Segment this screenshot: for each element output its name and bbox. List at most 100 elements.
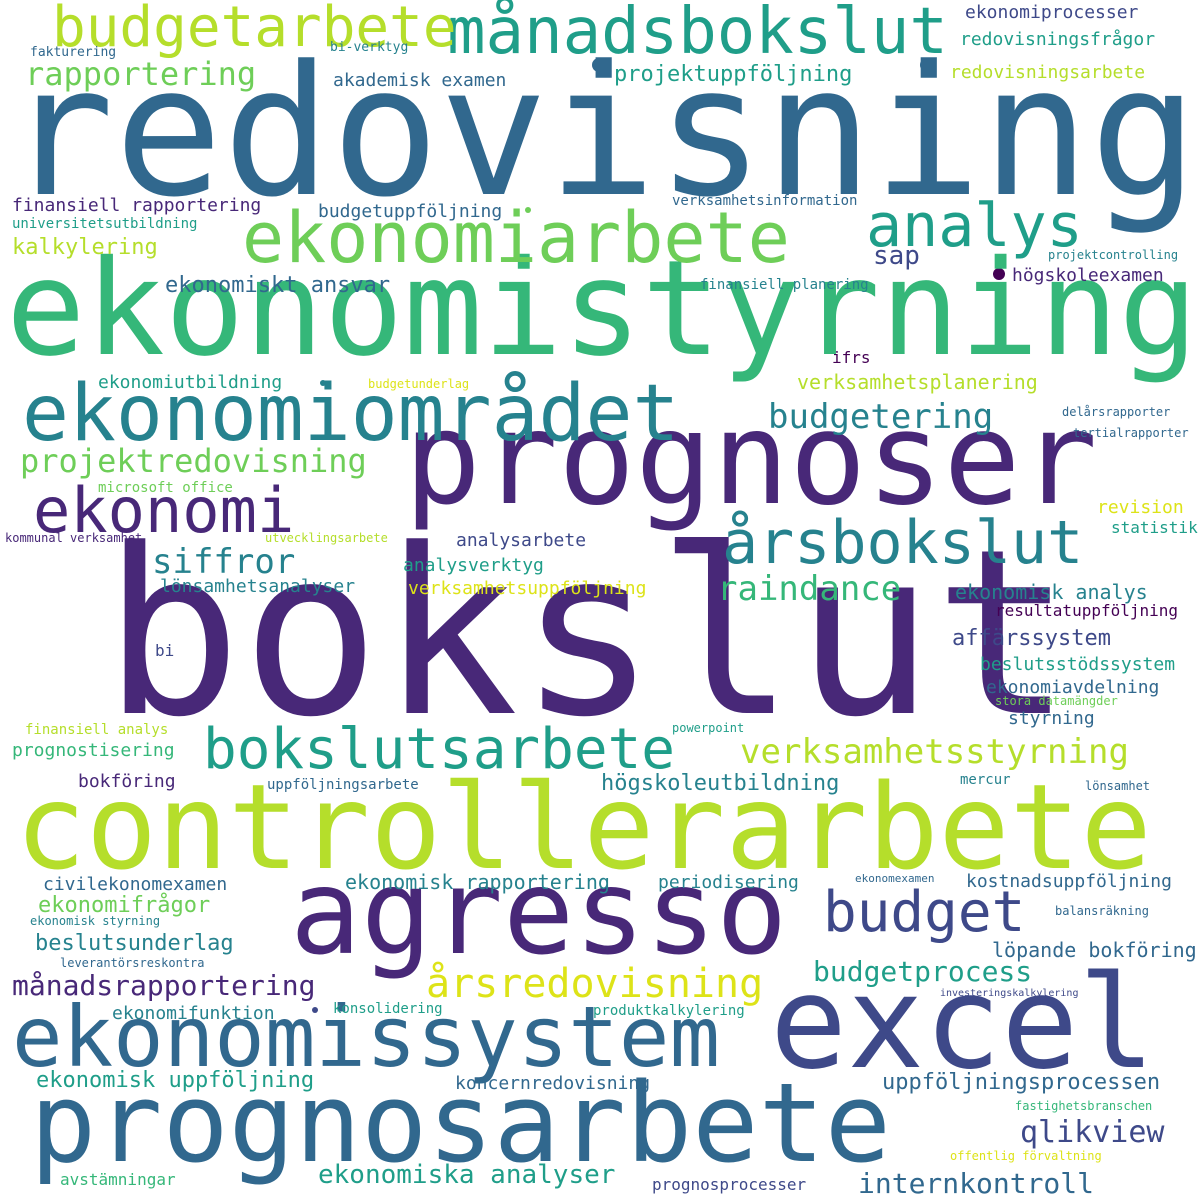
word-agresso: agresso: [290, 843, 788, 981]
word-kostnadsuppfoljning: kostnadsuppföljning: [966, 871, 1172, 892]
word-analys: analys: [866, 191, 1083, 261]
word-uppfoljningsarbete: uppföljningsarbete: [267, 777, 419, 793]
word-ekonomifragor: ekonomifrågor: [38, 893, 211, 918]
word-internkontroll: internkontroll: [858, 1167, 1095, 1200]
word-budgetprocess: budgetprocess: [813, 955, 1033, 988]
word-budgetuppfoljning: budgetuppföljning: [318, 201, 503, 222]
word-raindance: raindance: [717, 569, 902, 609]
word-budgetarbete: budgetarbete: [52, 0, 457, 60]
word-balansrakning: balansräkning: [1055, 904, 1149, 918]
word-finansiell-planering: finansiell planering: [700, 277, 869, 293]
word-hogskoleutbildning: högskoleutbildning: [601, 771, 840, 796]
word-beslutsstodssystem: beslutsstödssystem: [980, 654, 1176, 675]
word-verksamhetsstyrning: verksamhetsstyrning: [740, 732, 1129, 772]
word-qlikview: qlikview: [1020, 1115, 1165, 1150]
word-verksamhetsplanering: verksamhetsplanering: [797, 370, 1038, 394]
word-kalkylering: kalkylering: [12, 235, 158, 260]
word-prognostisering: prognostisering: [12, 740, 175, 761]
word-delarsrapporter: delårsrapporter: [1062, 405, 1171, 419]
word-koncernredovisning: koncernredovisning: [455, 1073, 651, 1094]
word-ekonomistyrning: ekonomistyrning: [6, 232, 1199, 386]
word-lonsamhetsanalyser: lönsamhetsanalyser: [160, 576, 356, 597]
word-analysverktyg: analysverktyg: [403, 555, 544, 576]
word-lopande-bokforing: löpande bokföring: [992, 938, 1197, 962]
word-statistik: statistik: [1111, 518, 1198, 537]
word-bi-verktyg: bi-verktyg: [330, 40, 409, 55]
word-lonsamhet: lönsamhet: [1085, 779, 1151, 793]
word-ekonomiskt-ansvar: ekonomiskt ansvar: [165, 273, 391, 298]
word-ekonomiomradet: ekonomiområdet: [22, 369, 680, 459]
word-excel: excel: [770, 949, 1156, 1098]
word-tertialrapporter: tertialrapporter: [1073, 426, 1189, 440]
decorative-dot: [993, 268, 1005, 280]
word-finansiell-rapportering: finansiell rapportering: [12, 195, 262, 216]
word-microsoft-office: microsoft office: [98, 480, 233, 496]
word-manadsrapportering: månadsrapportering: [12, 969, 316, 1002]
word-redovisning: redovisning: [6, 28, 1199, 237]
decorative-dot: [592, 58, 606, 72]
word-prognosprocesser: prognosprocesser: [652, 1175, 807, 1194]
word-finansiell-analys: finansiell analys: [25, 722, 169, 738]
word-arsredovisning: årsredovisning: [426, 961, 764, 1007]
word-leverantorsreskontra: leverantörsreskontra: [60, 956, 205, 970]
word-budgetunderlag: budgetunderlag: [368, 377, 470, 391]
word-rapportering: rapportering: [25, 55, 257, 93]
word-manadsbokslut: månadsbokslut: [447, 0, 948, 69]
word-sap: sap: [873, 241, 920, 271]
word-stora-datamangder: stora datamängder: [995, 694, 1118, 708]
word-ekonomexamen: ekonomexamen: [855, 872, 935, 885]
word-bokslut: bokslut: [103, 501, 1073, 768]
word-ekonomisk-uppfoljning: ekonomisk uppföljning: [36, 1068, 315, 1093]
word-affarssystem: affärssystem: [952, 626, 1111, 651]
word-powerpoint: powerpoint: [672, 721, 745, 735]
word-utvecklingsarbete: utvecklingsarbete: [265, 531, 388, 545]
word-ekonomiprocesser: ekonomiprocesser: [965, 2, 1139, 23]
word-periodisering: periodisering: [658, 872, 799, 893]
word-beslutsunderlag: beslutsunderlag: [35, 931, 234, 956]
word-ekonomiavdelning: ekonomiavdelning: [986, 677, 1160, 698]
word-ekonomifunktion: ekonomifunktion: [112, 1003, 275, 1024]
word-budgetering: budgetering: [768, 397, 994, 437]
word-ekonomiutbildning: ekonomiutbildning: [98, 372, 283, 393]
decorative-dot: [525, 207, 531, 213]
word-resultatuppfoljning: resultatuppföljning: [995, 601, 1179, 620]
decorative-dot: [320, 380, 326, 386]
word-prognoser: prognoser: [404, 385, 1098, 534]
word-ekonomiska-analyser: ekonomiska analyser: [318, 1160, 616, 1190]
word-ekonomisk-analys: ekonomisk analys: [955, 580, 1148, 604]
word-investeringskalkylering: investeringskalkylering: [940, 988, 1079, 999]
word-ekonomi: ekonomi: [33, 474, 295, 547]
word-bokslutsarbete: bokslutsarbete: [203, 717, 676, 782]
word-fastighetsbranschen: fastighetsbranschen: [1015, 1099, 1153, 1113]
decorative-dot: [312, 1007, 318, 1013]
word-uppfoljningsprocessen: uppföljningsprocessen: [882, 1070, 1161, 1095]
word-projektcontrolling: projektcontrolling: [1048, 248, 1179, 262]
word-ekonomisk-rapportering: ekonomisk rapportering: [345, 870, 610, 894]
word-analysarbete: analysarbete: [456, 530, 587, 551]
word-offentlig-forvaltning: offentlig förvaltning: [950, 1149, 1102, 1163]
word-controllerarbete: controllerarbete: [15, 758, 1152, 896]
word-redovisningsfragor: redovisningsfrågor: [960, 29, 1156, 50]
word-civilekonomexamen: civilekonomexamen: [43, 874, 228, 895]
word-styrning: styrning: [1008, 708, 1095, 729]
word-fakturering: fakturering: [30, 45, 117, 60]
word-verksamhetsinformation: verksamhetsinformation: [672, 193, 858, 209]
word-kommunal-verksamhet: kommunal verksamhet: [5, 531, 143, 545]
word-ekonomissystem: ekonomissystem: [12, 988, 721, 1086]
word-produktkalkylering: produktkalkylering: [593, 1003, 745, 1019]
word-konsolidering: konsolidering: [333, 1001, 443, 1017]
decorative-dot: [920, 58, 934, 72]
word-bi: bi: [155, 641, 175, 660]
word-ekonomisk-styrning: ekonomisk styrning: [30, 914, 161, 928]
word-hogskoleexamen: högskoleexamen: [1012, 265, 1164, 286]
word-bokforing: bokföring: [78, 771, 176, 792]
word-arsbokslut: årsbokslut: [722, 508, 1084, 578]
word-siffror: siffror: [152, 542, 296, 582]
word-budget: budget: [823, 880, 1026, 945]
word-verksamhetsuppfoljning: verksamhetsuppföljning: [408, 578, 647, 599]
word-akademisk-examen: akademisk examen: [333, 70, 507, 91]
word-ekonomiarbete: ekonomiarbete: [242, 197, 790, 279]
word-avstamningar: avstämningar: [60, 1170, 176, 1189]
word-revision: revision: [1097, 497, 1184, 518]
